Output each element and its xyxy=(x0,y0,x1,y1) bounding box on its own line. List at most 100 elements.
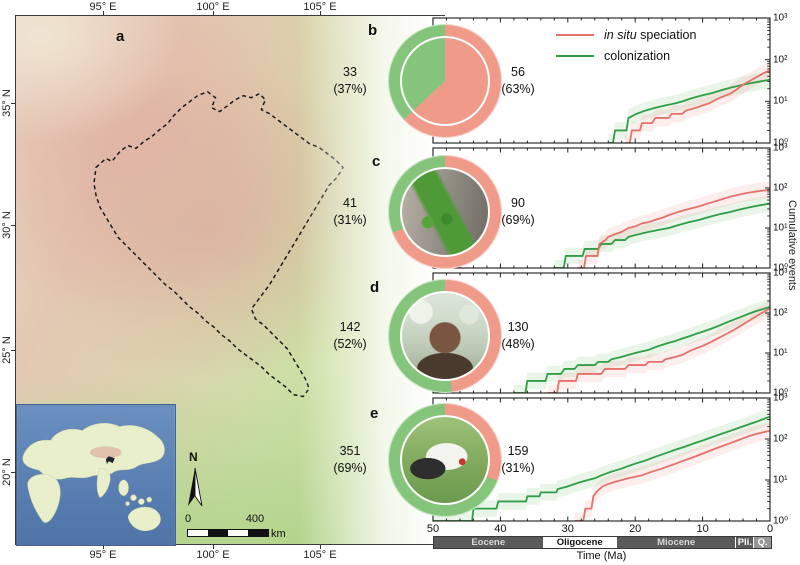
panel-e-label: e xyxy=(370,405,379,422)
plot-legend: in situ speciation colonization xyxy=(556,28,696,70)
legend-item-speciation: in situ speciation xyxy=(556,28,696,42)
log-tick-label: 10² xyxy=(773,433,788,445)
map-tick xyxy=(103,545,104,549)
donut-chart-b xyxy=(388,24,502,138)
count-pct: (48%) xyxy=(501,337,535,351)
study-area-marker xyxy=(105,456,115,465)
map-tick xyxy=(103,11,104,15)
count-value: 90 xyxy=(511,196,525,210)
plot-panel-d xyxy=(432,272,771,394)
map-tick xyxy=(11,103,15,104)
map-tick xyxy=(213,11,214,15)
speciation-count-d: 130 (48%) xyxy=(480,319,556,353)
scale-unit-label: km xyxy=(271,528,286,540)
log-tick-label: 10¹ xyxy=(773,95,788,107)
longitude-label-top: 95° E xyxy=(89,1,117,13)
count-value: 41 xyxy=(343,196,357,210)
longitude-label-top: 100° E xyxy=(196,1,230,13)
count-value: 159 xyxy=(507,444,529,458)
panel-d-label: d xyxy=(370,279,380,296)
map-tick xyxy=(213,545,214,549)
longitude-label-bottom: 105° E xyxy=(303,549,337,561)
colonization-count-c: 41 (31%) xyxy=(312,195,388,229)
relief-map xyxy=(15,15,445,546)
time-tick-label: 40 xyxy=(494,523,507,535)
north-label: N xyxy=(189,450,198,464)
map-tick xyxy=(320,545,321,549)
count-pct: (69%) xyxy=(333,461,367,475)
log-tick-label: 10³ xyxy=(773,267,788,279)
count-pct: (31%) xyxy=(333,213,367,227)
epoch-segment-q: Q. xyxy=(753,537,771,548)
north-arrow-icon xyxy=(188,467,203,507)
count-value: 33 xyxy=(343,65,357,79)
longitude-label-bottom: 100° E xyxy=(196,549,230,561)
plot-panel-e xyxy=(432,397,771,522)
scale-start-label: 0 xyxy=(184,513,192,525)
count-value: 351 xyxy=(339,444,361,458)
log-tick-label: 10⁰ xyxy=(773,387,789,399)
time-tick-label: 50 xyxy=(426,523,440,535)
epoch-segment-miocene: Miocene xyxy=(615,537,736,548)
longitude-label-bottom: 95° E xyxy=(89,549,117,561)
legend-speciation-label: in situ speciation xyxy=(604,28,697,42)
speciation-line-swatch xyxy=(556,33,594,37)
epoch-bar: Eocene Oligocene Miocene Pli. Q. xyxy=(433,536,772,549)
legend-item-colonization: colonization xyxy=(556,49,696,63)
colonization-count-d: 142 (52%) xyxy=(312,319,388,353)
log-tick-label: 10¹ xyxy=(773,347,788,359)
log-tick-label: 10⁰ xyxy=(773,262,789,274)
epoch-segment-pli: Pli. xyxy=(735,537,754,548)
legend-colonization-label: colonization xyxy=(604,49,671,63)
frog-photo xyxy=(400,36,490,126)
count-pct: (63%) xyxy=(501,82,535,96)
log-tick-label: 10⁰ xyxy=(773,515,789,527)
count-pct: (69%) xyxy=(501,213,535,227)
panel-a-label: a xyxy=(116,28,125,45)
time-axis-label: Time (Ma) xyxy=(576,550,627,562)
plateau-highlight xyxy=(90,446,122,459)
count-value: 142 xyxy=(339,320,361,334)
log-tick-label: 10¹ xyxy=(773,474,788,486)
log-tick-label: 10⁰ xyxy=(773,137,789,149)
count-pct: (37%) xyxy=(333,82,367,96)
donut-chart-e xyxy=(388,403,502,517)
map-tick xyxy=(11,225,15,226)
colonization-count-b: 33 (37%) xyxy=(312,64,388,98)
scale-bar xyxy=(187,529,269,537)
count-pct: (52%) xyxy=(333,337,367,351)
log-tick-label: 10² xyxy=(773,182,788,194)
inset-world-map xyxy=(16,404,176,546)
crane-photo xyxy=(400,415,490,505)
log-tick-label: 10³ xyxy=(773,12,788,24)
longitude-label-top: 105° E xyxy=(303,1,337,13)
log-tick-label: 10¹ xyxy=(773,222,788,234)
monkey-photo xyxy=(400,291,490,381)
snake-photo xyxy=(400,167,490,257)
log-tick-label: 10³ xyxy=(773,392,788,404)
log-tick-label: 10³ xyxy=(773,142,788,154)
panel-c-label: c xyxy=(372,153,381,170)
panel-b-label: b xyxy=(368,22,378,39)
log-tick-label: 10² xyxy=(773,54,788,66)
cumulative-events-axis-label: Cumulative events xyxy=(786,200,798,291)
time-tick-label: 0 xyxy=(766,523,774,535)
count-value: 130 xyxy=(507,320,529,334)
donut-chart-d xyxy=(388,279,502,393)
speciation-count-c: 90 (69%) xyxy=(480,195,556,229)
count-value: 56 xyxy=(511,65,525,79)
time-tick-label: 20 xyxy=(629,523,642,535)
epoch-segment-oligocene: Oligocene xyxy=(542,537,616,548)
donut-chart-c xyxy=(388,155,502,269)
map-tick xyxy=(11,472,15,473)
log-tick-label: 10² xyxy=(773,307,788,319)
scale-end-label: 400 xyxy=(245,513,265,525)
colonization-count-e: 351 (69%) xyxy=(312,443,388,477)
time-tick-label: 30 xyxy=(561,523,574,535)
epoch-segment-eocene: Eocene xyxy=(434,537,543,548)
count-pct: (31%) xyxy=(501,461,535,475)
speciation-count-e: 159 (31%) xyxy=(480,443,556,477)
colonization-line-swatch xyxy=(556,54,594,58)
map-tick xyxy=(11,350,15,351)
